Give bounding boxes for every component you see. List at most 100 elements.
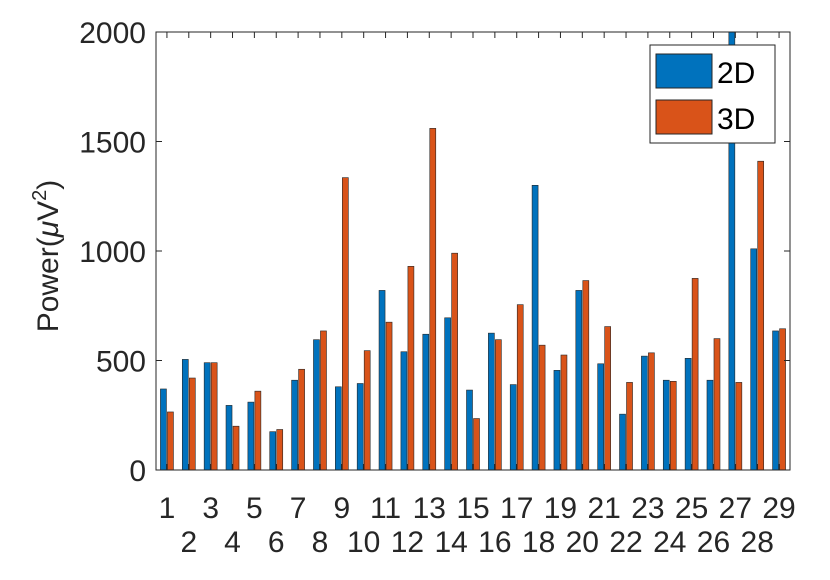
bar-3d-20 (582, 280, 590, 471)
bar-3d-5 (254, 390, 262, 471)
x-tick-label-24: 24 (653, 526, 686, 559)
bar-3d-9 (342, 177, 349, 471)
bar-2d-12 (400, 351, 408, 471)
x-tick-label-23: 23 (631, 492, 664, 525)
x-tick-label-14: 14 (434, 526, 467, 559)
bar-2d-20 (575, 290, 583, 471)
bar-3d-6 (276, 429, 284, 471)
x-tick-label-22: 22 (609, 526, 642, 559)
y-axis-label-prefix: Power( (32, 237, 65, 332)
y-tick-label: 1500 (79, 127, 146, 160)
x-tick-label-18: 18 (522, 526, 555, 559)
bar-2d-5 (247, 401, 255, 471)
x-tick-label-28: 28 (741, 526, 774, 559)
bar-3d-8 (320, 330, 327, 471)
x-tick-label-8: 8 (312, 526, 329, 559)
bar-3d-7 (298, 368, 305, 471)
y-tick-label: 2000 (79, 17, 146, 50)
x-tick-label-6: 6 (268, 526, 285, 559)
x-tick-label-2: 2 (180, 526, 197, 559)
x-tick-label-21: 21 (587, 492, 620, 525)
x-tick-label-19: 19 (544, 492, 577, 525)
y-tick-label: 500 (96, 346, 146, 379)
bar-2d-19 (553, 370, 561, 471)
x-tick-label-29: 29 (762, 492, 795, 525)
bar-3d-24 (669, 381, 677, 471)
bar-3d-26 (713, 338, 721, 471)
bar-2d-24 (662, 379, 670, 471)
bar-2d-29 (772, 330, 779, 471)
legend-swatch-2d (655, 53, 713, 89)
bar-3d-4 (232, 425, 240, 471)
legend: 2D 3D (649, 44, 776, 144)
bar-2d-16 (488, 332, 495, 471)
bar-3d-27 (735, 382, 743, 471)
bar-2d-4 (225, 405, 233, 471)
bar-3d-1 (167, 411, 174, 471)
bar-3d-19 (560, 354, 568, 471)
bar-3d-22 (626, 382, 633, 471)
bar-3d-3 (210, 362, 218, 471)
bar-2d-6 (269, 431, 277, 471)
x-tick-label-4: 4 (224, 526, 241, 559)
x-tick-label-3: 3 (202, 492, 219, 525)
x-tick-label-11: 11 (370, 492, 401, 525)
bar-2d-8 (313, 339, 320, 471)
bar-3d-16 (495, 339, 502, 471)
x-tick-label-20: 20 (566, 526, 599, 559)
bar-2d-21 (597, 363, 604, 471)
bar-2d-14 (444, 317, 451, 471)
y-tick-label: 1000 (79, 236, 146, 269)
bar-3d-15 (473, 418, 480, 471)
x-tick-label-26: 26 (697, 526, 730, 559)
x-tick-label-15: 15 (456, 492, 489, 525)
bar-3d-12 (407, 266, 415, 471)
bar-3d-14 (451, 252, 458, 471)
x-tick-label-17: 17 (500, 492, 533, 525)
bar-2d-9 (335, 386, 342, 471)
x-tick-label-16: 16 (478, 526, 511, 559)
bar-2d-3 (203, 362, 211, 471)
bar-2d-26 (706, 379, 714, 471)
bar-3d-23 (648, 352, 655, 471)
x-tick-label-12: 12 (391, 526, 424, 559)
y-tick-label: 0 (129, 455, 146, 488)
y-axis: 0 500 1000 1500 2000 (79, 17, 790, 488)
bar-2d-7 (291, 379, 298, 471)
y-axis-label-suffix: ) (32, 180, 65, 190)
x-tick-label-5: 5 (246, 492, 263, 525)
x-tick-label-13: 13 (413, 492, 446, 525)
bar-2d-11 (378, 290, 386, 471)
bar-2d-18 (531, 185, 539, 471)
bar-2d-28 (750, 248, 758, 471)
x-tick-label-27: 27 (719, 492, 752, 525)
bar-2d-15 (466, 389, 473, 471)
y-axis-label: Power(μV2) (29, 180, 65, 333)
bar-2d-1 (160, 388, 167, 471)
y-axis-label-mu: μ (32, 221, 65, 238)
x-tick-label-10: 10 (347, 526, 380, 559)
legend-label-3d: 3D (717, 103, 755, 136)
bar-3d-17 (516, 304, 524, 471)
bar-3d-13 (429, 128, 437, 471)
bar-2d-17 (509, 384, 517, 471)
bar-2d-25 (684, 358, 692, 471)
bar-3d-29 (779, 328, 786, 471)
bars-group (160, 31, 786, 471)
bar-3d-18 (538, 344, 546, 471)
x-tick-label-9: 9 (333, 492, 350, 525)
bar-2d-23 (641, 355, 648, 471)
bar-3d-2 (188, 377, 196, 471)
legend-label-2d: 2D (717, 57, 755, 90)
bar-2d-10 (356, 383, 364, 471)
bar-2d-13 (422, 333, 430, 471)
legend-swatch-3d (655, 99, 713, 135)
bar-3d-11 (385, 321, 393, 471)
bar-3d-10 (363, 350, 371, 471)
bar-2d-22 (619, 413, 626, 471)
x-tick-label-1: 1 (159, 492, 176, 525)
bar-3d-21 (604, 326, 611, 471)
y-axis-label-unit: V (32, 201, 65, 221)
x-axis: 1234567891011121314151617181920212223242… (159, 32, 796, 559)
